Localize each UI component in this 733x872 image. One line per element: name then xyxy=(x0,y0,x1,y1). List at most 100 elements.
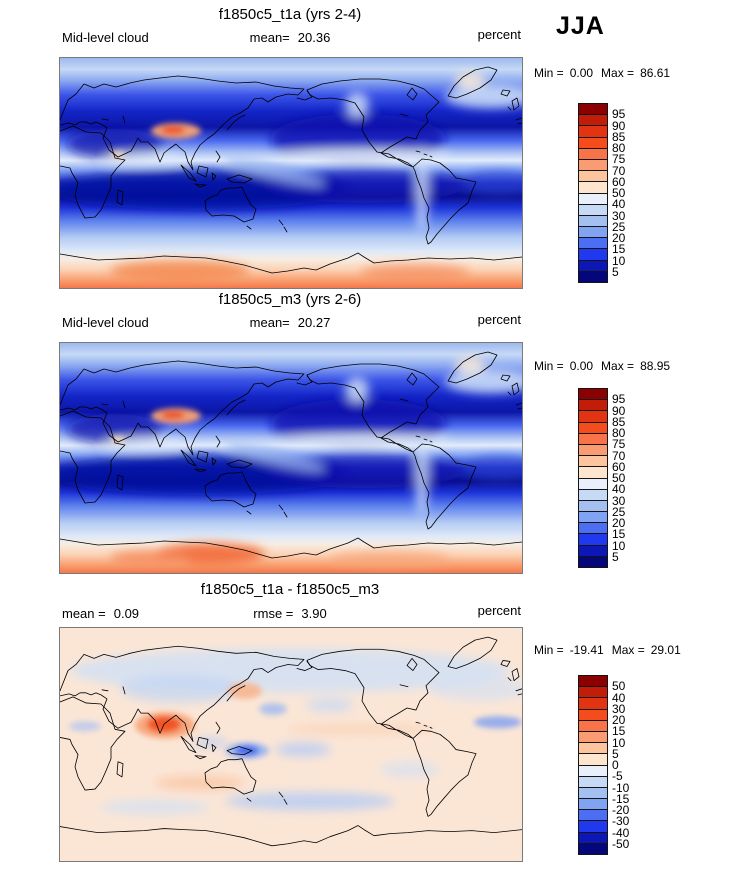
colorbar-tick-label: 80 xyxy=(612,426,626,440)
colorbar-tick-label: 30 xyxy=(612,493,626,508)
max-value: 86.61 xyxy=(640,66,671,80)
colorbar-tick-label: 40 xyxy=(612,690,626,705)
colorbar-block xyxy=(578,270,608,283)
colorbar-tick-label: -10 xyxy=(612,780,630,795)
colorbar-tick-label: 75 xyxy=(612,152,626,167)
colorbar-tick-label: 5 xyxy=(612,746,619,761)
colorbar-tick-label: 50 xyxy=(612,679,626,694)
max-value: 29.01 xyxy=(650,643,681,657)
panel-1-variable-label: Mid-level cloud xyxy=(62,30,149,45)
panel-2-minmax: Min = 0.00 Max = 88.95 xyxy=(534,359,678,373)
map-2-field xyxy=(60,343,522,573)
panel-2-variable-label: Mid-level cloud xyxy=(62,315,149,330)
mean-value: 20.36 xyxy=(297,30,331,45)
min-label: Min = xyxy=(534,643,564,657)
colorbar-tick-label: 85 xyxy=(612,129,626,144)
min-value: -19.41 xyxy=(569,643,604,657)
colorbar-2-ticks: 95 90 85 80 75 70 60 50 40 30 25 20 15 10 5 xyxy=(612,388,652,568)
colorbar-tick-label: -30 xyxy=(612,814,630,829)
mean-value: 20.27 xyxy=(297,315,331,330)
mean-label: mean = xyxy=(62,606,106,621)
rmse-label: rmse = xyxy=(253,606,294,621)
colorbar-tick-label: -40 xyxy=(612,825,630,840)
colorbar-block xyxy=(578,842,608,855)
panel-2-mean-stat: mean= 20.27 xyxy=(59,315,521,330)
mean-label: mean= xyxy=(249,30,290,45)
colorbar-tick-label: 90 xyxy=(612,403,626,418)
rmse-value: 3.90 xyxy=(301,606,327,621)
colorbar-tick-label: -15 xyxy=(612,791,630,806)
colorbar-tick-label: -20 xyxy=(612,803,630,817)
panel-1-mean-stat: mean= 20.36 xyxy=(59,30,521,45)
colorbar-tick-label: 10 xyxy=(612,253,626,268)
colorbar-tick-label: 20 xyxy=(612,713,626,727)
colorbar-tick-label: -50 xyxy=(612,836,630,851)
colorbar-tick-label: 40 xyxy=(612,482,626,497)
colorbar-tick-label: 40 xyxy=(612,197,626,212)
colorbar-block xyxy=(578,555,608,568)
max-label: Max = xyxy=(611,643,645,657)
mean-value: 0.09 xyxy=(113,606,140,621)
panel-1-title: f1850c5_t1a (yrs 2-4) xyxy=(218,6,362,23)
colorbar-tick-label: 60 xyxy=(612,459,626,474)
colorbar-tick-label: 10 xyxy=(612,735,626,750)
map-3-small-features xyxy=(69,682,522,759)
colorbar-tick-label: 15 xyxy=(612,242,626,257)
panel-1-minmax: Min = 0.00 Max = 86.61 xyxy=(534,66,678,80)
panel-3-title: f1850c5_t1a - f1850c5_m3 xyxy=(200,581,380,598)
map-1-large-features xyxy=(60,72,522,282)
map-panel-1 xyxy=(59,57,523,289)
colorbar-3 xyxy=(578,675,608,855)
colorbar-tick-label: 95 xyxy=(612,107,626,122)
map-3-field xyxy=(60,628,522,861)
min-label: Min = xyxy=(534,66,564,80)
colorbar-tick-label: 70 xyxy=(612,163,626,178)
colorbar-tick-label: 20 xyxy=(612,231,626,245)
colorbar-tick-label: 20 xyxy=(612,516,626,530)
colorbar-tick-label: 70 xyxy=(612,448,626,463)
max-value: 88.95 xyxy=(640,359,671,373)
max-label: Max = xyxy=(601,359,635,373)
min-label: Min = xyxy=(534,359,564,373)
season-title: JJA xyxy=(556,12,605,40)
colorbar-tick-label: 90 xyxy=(612,118,626,133)
mean-label: mean= xyxy=(249,315,290,330)
colorbar-tick-label: 10 xyxy=(612,538,626,553)
colorbar-tick-label: 15 xyxy=(612,527,626,542)
colorbar-tick-label: 80 xyxy=(612,141,626,155)
panel-3-mean-stat: mean = 0.09 xyxy=(62,606,139,621)
panel-1-units-label: percent xyxy=(477,27,521,42)
colorbar-tick-label: 50 xyxy=(612,471,626,485)
colorbar-tick-label: 5 xyxy=(612,549,619,564)
panel-3-minmax: Min = -19.41 Max = 29.01 xyxy=(534,643,689,657)
map-3-large-features xyxy=(70,648,522,815)
map-2-large-features xyxy=(60,357,522,567)
colorbar-tick-label: 5 xyxy=(612,264,619,279)
colorbar-tick-label: 85 xyxy=(612,414,626,429)
colorbar-tick-label: 60 xyxy=(612,174,626,189)
min-value: 0.00 xyxy=(569,359,594,373)
colorbar-2 xyxy=(578,388,608,568)
colorbar-3-ticks: 50 40 30 20 15 10 5 0 -5 -10 -15 -20 -30 -40 -50 xyxy=(612,675,652,855)
map-1-field xyxy=(60,58,522,288)
colorbar-tick-label: 30 xyxy=(612,701,626,716)
max-label: Max = xyxy=(601,66,635,80)
panel-3-rmse-stat: rmse = 3.90 xyxy=(59,606,521,621)
min-value: 0.00 xyxy=(569,66,594,80)
panel-2-title: f1850c5_m3 (yrs 2-6) xyxy=(218,291,362,308)
colorbar-1 xyxy=(578,103,608,283)
colorbar-tick-label: 15 xyxy=(612,724,626,739)
map-1-small-features xyxy=(111,123,201,159)
map-panel-3 xyxy=(59,627,523,862)
colorbar-tick-label: 50 xyxy=(612,186,626,200)
panel-2-units-label: percent xyxy=(477,312,521,327)
colorbar-tick-label: 0 xyxy=(612,758,619,772)
map-panel-2 xyxy=(59,342,523,574)
colorbar-tick-label: -5 xyxy=(612,769,623,784)
colorbar-tick-label: 25 xyxy=(612,504,626,519)
colorbar-tick-label: 95 xyxy=(612,392,626,407)
colorbar-tick-label: 30 xyxy=(612,208,626,223)
colorbar-1-ticks: 95 90 85 80 75 70 60 50 40 30 25 20 15 10 5 xyxy=(612,103,652,283)
panel-3-units-label: percent xyxy=(477,603,521,618)
